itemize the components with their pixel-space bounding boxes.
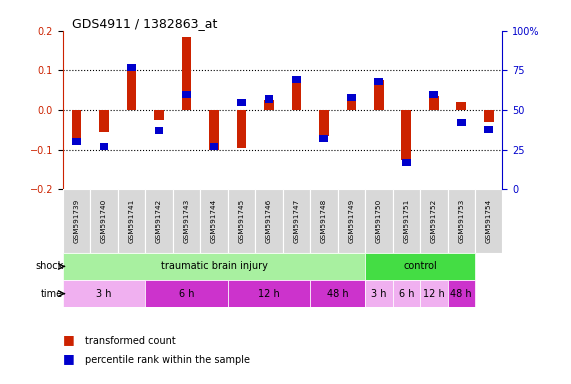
Bar (72, 110, 81, 138)
Bar (448, 280, 475, 307)
Bar (393, 189, 420, 253)
Bar (429, 96, 439, 110)
Text: time: time (41, 289, 63, 299)
Text: 48 h: 48 h (327, 289, 348, 299)
Bar (145, 280, 228, 307)
Bar (173, 189, 200, 253)
Text: traumatic brain injury: traumatic brain injury (160, 262, 267, 271)
Bar (236, 110, 246, 148)
Bar (63, 189, 90, 253)
Text: GSM591753: GSM591753 (459, 199, 464, 243)
Bar (228, 189, 255, 253)
Bar (402, 159, 411, 166)
Bar (457, 119, 466, 126)
Bar (310, 189, 337, 253)
Bar (347, 94, 356, 101)
Bar (456, 102, 466, 110)
Bar (210, 143, 218, 150)
Bar (292, 78, 301, 110)
Bar (72, 138, 81, 145)
Bar (127, 64, 136, 71)
Bar (475, 189, 502, 253)
Text: 6 h: 6 h (399, 289, 414, 299)
Bar (420, 189, 448, 253)
Bar (292, 76, 301, 83)
Bar (310, 280, 365, 307)
Bar (365, 253, 475, 280)
Bar (155, 127, 163, 134)
Text: transformed count: transformed count (85, 336, 175, 346)
Text: 6 h: 6 h (179, 289, 194, 299)
Bar (319, 110, 329, 136)
Bar (420, 280, 448, 307)
Bar (237, 99, 246, 106)
Text: shock: shock (35, 262, 63, 271)
Text: ■: ■ (63, 333, 75, 346)
Text: 12 h: 12 h (423, 289, 445, 299)
Bar (374, 80, 384, 110)
Text: 12 h: 12 h (258, 289, 280, 299)
Text: GSM591743: GSM591743 (183, 199, 190, 243)
Text: GSM591741: GSM591741 (128, 199, 135, 243)
Text: GSM591747: GSM591747 (293, 199, 299, 243)
Bar (337, 189, 365, 253)
Text: GSM591752: GSM591752 (431, 199, 437, 243)
Bar (118, 189, 145, 253)
Text: GSM591742: GSM591742 (156, 199, 162, 243)
Bar (264, 95, 274, 103)
Bar (484, 126, 493, 132)
Bar (209, 110, 219, 150)
Bar (365, 280, 393, 307)
Text: GSM591754: GSM591754 (486, 199, 492, 243)
Text: control: control (403, 262, 437, 271)
Bar (63, 253, 365, 280)
Text: GSM591746: GSM591746 (266, 199, 272, 243)
Text: GSM591749: GSM591749 (348, 199, 355, 243)
Bar (182, 36, 191, 110)
Text: 3 h: 3 h (371, 289, 387, 299)
Bar (63, 280, 145, 307)
Text: percentile rank within the sample: percentile rank within the sample (85, 355, 250, 365)
Bar (429, 91, 438, 98)
Bar (393, 280, 420, 307)
Bar (264, 100, 274, 110)
Bar (484, 110, 493, 122)
Text: GSM591745: GSM591745 (239, 199, 244, 243)
Text: 3 h: 3 h (96, 289, 112, 299)
Bar (448, 189, 475, 253)
Text: GSM591744: GSM591744 (211, 199, 217, 243)
Text: GSM591748: GSM591748 (321, 199, 327, 243)
Bar (283, 189, 310, 253)
Bar (154, 110, 164, 120)
Text: GSM591739: GSM591739 (74, 199, 79, 243)
Text: GSM591750: GSM591750 (376, 199, 382, 243)
Bar (255, 189, 283, 253)
Bar (182, 91, 191, 98)
Bar (99, 143, 108, 150)
Bar (347, 100, 356, 110)
Text: GSM591740: GSM591740 (101, 199, 107, 243)
Bar (145, 189, 173, 253)
Bar (127, 70, 136, 110)
Bar (401, 110, 411, 160)
Bar (90, 189, 118, 253)
Text: GSM591751: GSM591751 (403, 199, 409, 243)
Bar (228, 280, 310, 307)
Bar (200, 189, 228, 253)
Text: ■: ■ (63, 353, 75, 366)
Bar (375, 78, 383, 85)
Bar (319, 135, 328, 142)
Bar (99, 110, 109, 132)
Text: 48 h: 48 h (451, 289, 472, 299)
Bar (365, 189, 393, 253)
Text: GDS4911 / 1382863_at: GDS4911 / 1382863_at (71, 17, 217, 30)
